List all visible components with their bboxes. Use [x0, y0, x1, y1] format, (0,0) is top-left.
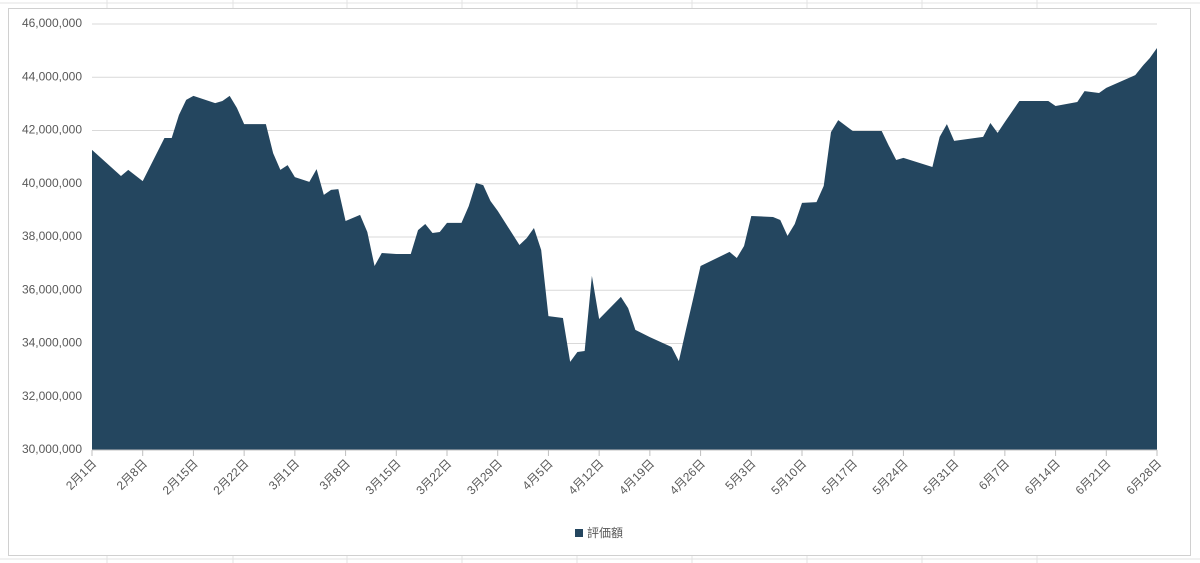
- y-tick-label: 40,000,000: [22, 176, 82, 190]
- y-tick-label: 32,000,000: [22, 389, 82, 403]
- legend-swatch: [575, 529, 583, 537]
- area: [92, 47, 1157, 451]
- y-tick-label: 38,000,000: [22, 229, 82, 243]
- y-tick-label: 34,000,000: [22, 336, 82, 350]
- legend-label: 評価額: [587, 525, 623, 540]
- y-tick-label: 42,000,000: [22, 123, 82, 137]
- y-tick-label: 46,000,000: [22, 16, 82, 30]
- y-tick-label: 30,000,000: [22, 442, 82, 456]
- y-tick-label: 36,000,000: [22, 282, 82, 296]
- y-tick-label: 44,000,000: [22, 69, 82, 83]
